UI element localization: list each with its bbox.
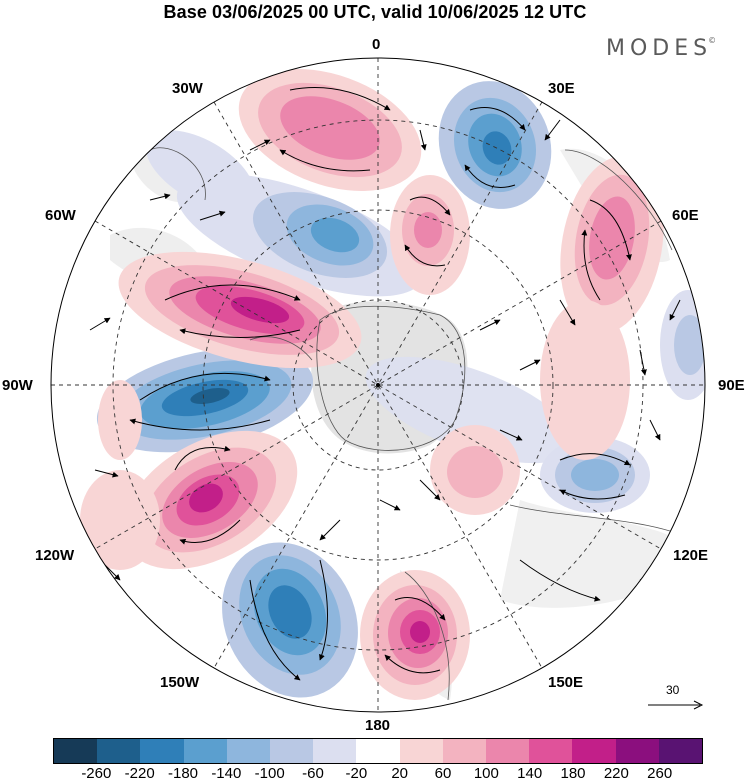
colorbar-swatch	[486, 739, 530, 763]
colorbar-swatch	[399, 739, 443, 763]
colorbar-swatch	[97, 739, 141, 763]
wind-vectors	[89, 87, 701, 681]
lon-label-120w: 120W	[35, 547, 75, 564]
lon-label-30w: 30W	[172, 80, 203, 97]
colorbar-tick-label: -220	[124, 765, 155, 782]
colorbar-tick-label: 20	[391, 765, 408, 782]
colorbar-tick-label: 60	[434, 765, 452, 782]
colorbar-tick-label: -20	[345, 765, 368, 782]
colorbar-tick-label: -180	[167, 765, 199, 782]
colorbar-tick-label: 140	[517, 765, 543, 782]
lon-label-0: 0	[372, 36, 381, 53]
modes-logo-text: MODES	[606, 36, 713, 61]
graticule	[51, 58, 705, 712]
reference-vector-arrow	[648, 700, 704, 710]
lon-label-150e: 150E	[548, 674, 584, 691]
lon-label-90w: 90W	[2, 377, 33, 394]
colorbar-swatch	[442, 739, 487, 763]
copyright-mark: ©	[708, 36, 717, 45]
map-border	[50, 57, 706, 713]
colorbar-tick-label: -100	[254, 765, 285, 782]
lon-label-60e: 60E	[672, 207, 699, 224]
colorbar-tick-label: 180	[560, 765, 586, 782]
colorbar-swatch	[140, 739, 184, 763]
colorbar-tick-label: 100	[473, 765, 499, 782]
colorbar-swatch	[226, 739, 271, 763]
colorbar-swatch	[270, 739, 314, 763]
reference-vector-label: 30	[666, 683, 680, 697]
lon-label-150w: 150W	[160, 674, 200, 691]
modes-logo: MODES©	[606, 36, 716, 61]
colorbar-swatch	[615, 739, 659, 763]
lon-label-30e: 30E	[548, 80, 575, 97]
colorbar-tick-label: -60	[302, 765, 324, 782]
colorbar-tick-label: 260	[647, 765, 673, 782]
colorbar-tick-label: -140	[211, 765, 242, 782]
polar-map	[50, 57, 706, 713]
colorbar-tick-label: 220	[603, 765, 629, 782]
lon-label-60w: 60W	[45, 207, 76, 224]
colorbar-tick-label: -260	[81, 765, 112, 782]
colorbar-swatch	[529, 739, 573, 763]
colorbar-ticks: -260 -220 -180 -140 -100 -60 -20 20 60 100 140 180 2…	[0, 765, 750, 783]
colorbar-swatch	[313, 739, 357, 763]
colorbar-swatch	[183, 739, 227, 763]
anomaly-field	[51, 58, 705, 712]
colorbar	[53, 738, 703, 764]
map-title: Base 03/06/2025 00 UTC, valid 10/06/2025…	[163, 2, 587, 22]
colorbar-swatch	[356, 739, 400, 763]
colorbar-swatch	[572, 739, 616, 763]
colorbar-swatch	[54, 739, 98, 763]
colorbar-swatch	[658, 739, 703, 763]
lon-label-180: 180	[365, 717, 391, 734]
height-anomaly-contours	[80, 68, 705, 700]
lon-label-120e: 120E	[673, 547, 709, 564]
lon-label-90e: 90E	[718, 377, 745, 394]
pole-marker	[376, 383, 380, 387]
